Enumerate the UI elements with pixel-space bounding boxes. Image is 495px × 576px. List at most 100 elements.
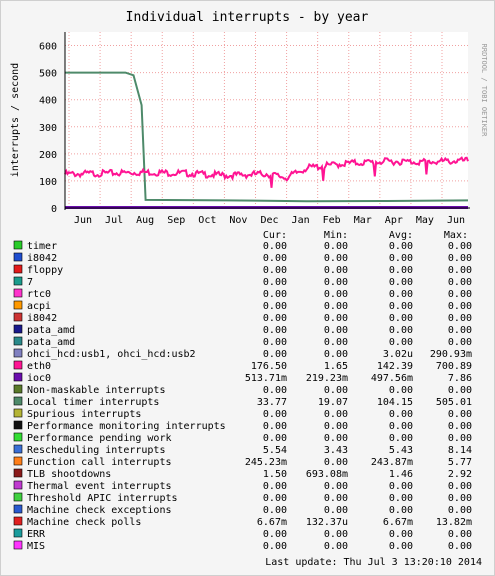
last-update: Last update: Thu Jul 3 13:20:10 2014: [265, 557, 482, 568]
x-tick-label: Nov: [229, 215, 247, 226]
series-line-1: [64, 156, 469, 188]
y-axis-label: interrupts / second: [10, 63, 21, 177]
legend-series-name: floppy: [27, 265, 63, 276]
legend-series-name: i8042: [27, 253, 57, 264]
legend-series-name: ioc0: [27, 373, 51, 384]
legend-value-cur: 176.50: [251, 361, 287, 372]
legend-value-max: 13.82m: [436, 517, 472, 528]
legend-series-name: Machine check exceptions: [27, 505, 172, 516]
legend-value-cur: 0.00: [263, 337, 287, 348]
column-header: Max:: [444, 230, 468, 241]
legend-value-cur: 0.00: [263, 277, 287, 288]
legend-value-max: 0.00: [448, 385, 472, 396]
legend-value-max: 2.92: [448, 469, 472, 480]
legend-swatch: [13, 384, 23, 394]
column-header: Avg:: [389, 230, 413, 241]
legend-value-cur: 0.00: [263, 289, 287, 300]
legend-value-avg: 142.39: [377, 361, 413, 372]
x-tick-label: Jan: [292, 215, 310, 226]
legend-value-cur: 0.00: [263, 421, 287, 432]
x-tick-label: May: [416, 215, 434, 226]
legend-value-min: 0.00: [324, 337, 348, 348]
legend-swatch: [13, 420, 23, 430]
legend-value-min: 0.00: [324, 421, 348, 432]
legend-swatch: [13, 240, 23, 250]
legend-value-max: 700.89: [436, 361, 472, 372]
legend-value-min: 0.00: [324, 349, 348, 360]
legend-swatch: [13, 336, 23, 346]
legend-series-name: pata_amd: [27, 325, 75, 336]
legend-series-name: 7: [27, 277, 33, 288]
legend-value-max: 0.00: [448, 541, 472, 552]
legend-series-name: i8042: [27, 313, 57, 324]
legend-series-name: Spurious interrupts: [27, 409, 141, 420]
legend-value-min: 0.00: [324, 493, 348, 504]
legend-value-max: 8.14: [448, 445, 472, 456]
legend-swatch: [13, 516, 23, 526]
legend-value-min: 0.00: [324, 241, 348, 252]
legend-value-max: 7.86: [448, 373, 472, 384]
legend-swatch: [13, 252, 23, 262]
legend-value-min: 0.00: [324, 301, 348, 312]
y-tick-label: 400: [39, 96, 57, 107]
x-tick-label: Feb: [323, 215, 341, 226]
legend-value-max: 0.00: [448, 421, 472, 432]
legend-value-min: 0.00: [324, 457, 348, 468]
legend-swatch: [13, 456, 23, 466]
legend-value-max: 0.00: [448, 529, 472, 540]
legend-value-avg: 0.00: [389, 301, 413, 312]
legend-value-avg: 0.00: [389, 409, 413, 420]
legend-value-avg: 0.00: [389, 337, 413, 348]
legend-value-avg: 0.00: [389, 529, 413, 540]
legend-swatch: [13, 300, 23, 310]
legend-value-cur: 0.00: [263, 301, 287, 312]
x-ticks: Jun Jul Aug Sep Oct Nov Dec Jan Feb Mar Apr May Jun: [74, 215, 465, 226]
legend-value-avg: 497.56m: [371, 373, 413, 384]
legend-swatch: [13, 348, 23, 358]
plot-area: [65, 32, 468, 208]
legend-series-name: eth0: [27, 361, 51, 372]
chart-title: Individual interrupts - by year: [126, 10, 369, 25]
legend-swatch: [13, 492, 23, 502]
legend-value-cur: 33.77: [257, 397, 287, 408]
legend-swatch: [13, 480, 23, 490]
y-ticks: 0 100 200 300 400 500 600: [39, 42, 57, 215]
legend-value-cur: 0.00: [263, 349, 287, 360]
y-tick-label: 100: [39, 177, 57, 188]
legend-value-min: 0.00: [324, 277, 348, 288]
legend-value-min: 0.00: [324, 385, 348, 396]
legend-series-name: ERR: [27, 529, 46, 540]
legend-value-max: 0.00: [448, 433, 472, 444]
x-tick-label: Sep: [167, 215, 185, 226]
legend-series-name: acpi: [27, 301, 51, 312]
legend-swatch: [13, 276, 23, 286]
legend-series-name: Performance pending work: [27, 433, 172, 444]
legend-swatch: [13, 468, 23, 478]
legend-value-min: 693.08m: [306, 469, 348, 480]
legend-value-avg: 0.00: [389, 385, 413, 396]
legend-value-cur: 0.00: [263, 505, 287, 516]
legend-value-cur: 245.23m: [245, 457, 287, 468]
legend-value-min: 132.37u: [306, 517, 348, 528]
legend-value-avg: 0.00: [389, 421, 413, 432]
legend-swatch: [13, 528, 23, 538]
legend-value-avg: 0.00: [389, 493, 413, 504]
legend-value-avg: 5.43: [389, 445, 413, 456]
legend-value-max: 0.00: [448, 493, 472, 504]
legend-value-cur: 0.00: [263, 493, 287, 504]
legend-value-min: 0.00: [324, 289, 348, 300]
legend-value-avg: 6.67m: [383, 517, 413, 528]
legend-value-min: 0.00: [324, 505, 348, 516]
legend-swatch: [13, 372, 23, 382]
legend-swatch: [13, 264, 23, 274]
legend-swatch: [13, 504, 23, 514]
legend-value-cur: 0.00: [263, 409, 287, 420]
legend-swatch: [13, 432, 23, 442]
legend-value-max: 0.00: [448, 289, 472, 300]
legend-value-avg: 3.02u: [383, 349, 413, 360]
legend-value-max: 0.00: [448, 253, 472, 264]
x-tick-label: Jul: [105, 215, 123, 226]
legend-value-cur: 0.00: [263, 325, 287, 336]
x-tick-label: Dec: [260, 215, 278, 226]
y-tick-label: 600: [39, 42, 57, 53]
